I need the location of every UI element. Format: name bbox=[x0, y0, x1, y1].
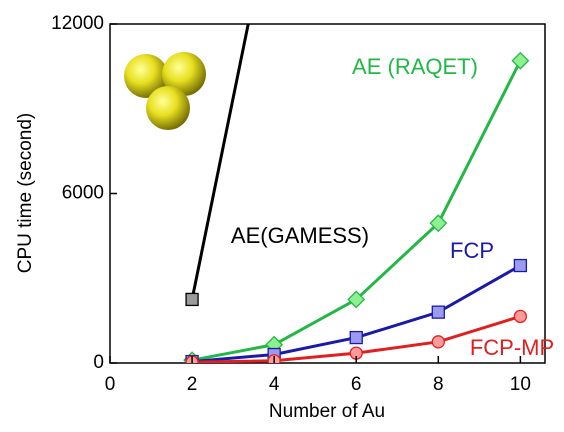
x-tick-label: 6 bbox=[351, 374, 362, 395]
data-point bbox=[350, 332, 362, 344]
y-tick-label: 0 bbox=[93, 352, 104, 373]
series-line bbox=[192, 61, 520, 360]
series-label: FCP-MP bbox=[470, 335, 554, 360]
x-tick-label: 10 bbox=[510, 374, 531, 395]
page: {"chart_data": {"type": "line", "x_label… bbox=[0, 0, 564, 432]
data-point bbox=[432, 306, 444, 318]
data-point bbox=[186, 293, 198, 305]
series-label: AE(GAMESS) bbox=[231, 223, 369, 248]
x-tick-label: 4 bbox=[269, 374, 280, 395]
x-tick-label: 2 bbox=[187, 374, 198, 395]
x-tick-label: 0 bbox=[105, 374, 116, 395]
data-point bbox=[514, 260, 526, 272]
series-label: AE (RAQET) bbox=[352, 54, 478, 79]
data-point bbox=[432, 336, 444, 348]
chart: Number of Au CPU time (second) 0 6000 1200… bbox=[0, 0, 564, 432]
x-tick-label: 8 bbox=[433, 374, 444, 395]
data-point bbox=[512, 53, 528, 69]
data-point bbox=[514, 310, 526, 322]
x-axis-title: Number of Au bbox=[269, 401, 385, 422]
series-label: FCP bbox=[450, 238, 494, 263]
y-axis-title: CPU time (second) bbox=[15, 113, 36, 274]
series-line bbox=[192, 0, 274, 299]
y-tick-label: 12000 bbox=[51, 13, 104, 34]
gold-cluster-illustration bbox=[124, 52, 206, 130]
atom bbox=[146, 86, 190, 130]
y-tick-label: 6000 bbox=[62, 183, 104, 204]
